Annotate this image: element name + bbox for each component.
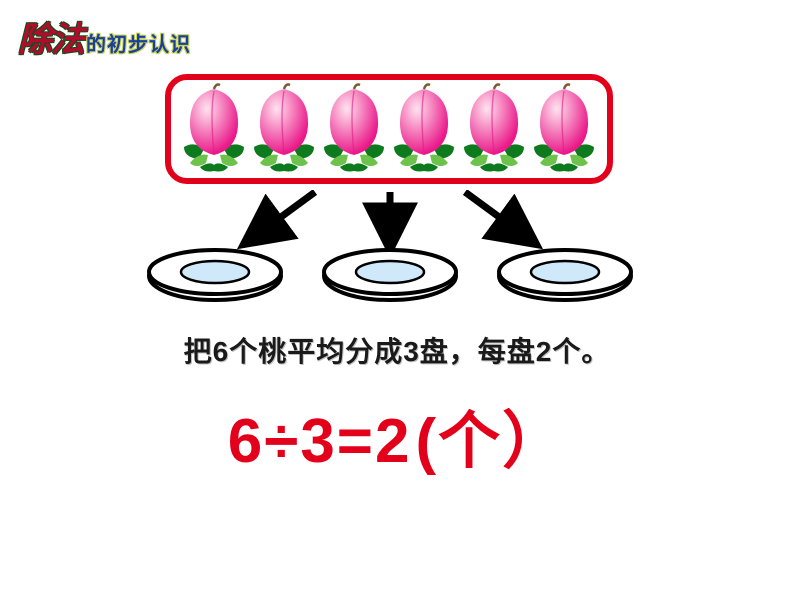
slide-title: 除法 的初步认识 xyxy=(18,12,191,61)
distribution-arrows xyxy=(170,190,610,250)
description-sentence: 把6个桃平均分成3盘，每盘2个。 xyxy=(0,330,794,370)
title-main: 除法 xyxy=(18,12,84,61)
eq-unit-open: ( xyxy=(416,407,439,476)
peach-icon xyxy=(390,83,458,175)
plate-icon xyxy=(145,244,285,302)
eq-quotient: 2 xyxy=(375,407,411,476)
peach-icon xyxy=(530,83,598,175)
peach-box xyxy=(165,74,613,184)
division-equation: 6÷3=2(个） xyxy=(0,390,794,480)
eq-operator: ÷ xyxy=(264,407,300,476)
eq-unit-close: ） xyxy=(502,407,566,476)
peach-icon xyxy=(180,83,248,175)
eq-divisor: 3 xyxy=(300,407,336,476)
plate-icon xyxy=(320,244,460,302)
eq-dividend: 6 xyxy=(228,407,264,476)
plates-row xyxy=(145,244,635,302)
title-sub: 的初步认识 xyxy=(86,28,191,57)
eq-equals: = xyxy=(337,407,375,476)
eq-unit: 个 xyxy=(438,407,502,476)
peach-icon xyxy=(460,83,528,175)
plate-icon xyxy=(495,244,635,302)
peach-icon xyxy=(320,83,388,175)
peach-icon xyxy=(250,83,318,175)
